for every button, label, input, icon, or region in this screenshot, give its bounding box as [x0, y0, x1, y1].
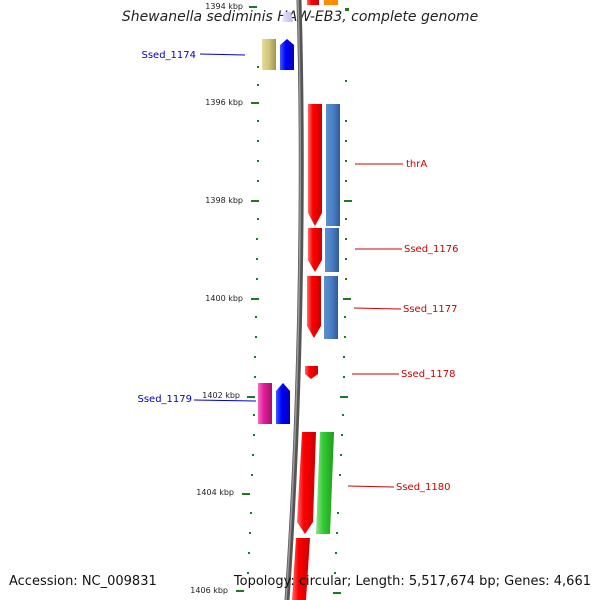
tick-marks-left [236, 6, 259, 592]
tick-label: 1398 kbp [205, 196, 243, 205]
orthology-block [316, 432, 334, 534]
orthology-block [325, 228, 339, 272]
orthology-block [262, 39, 276, 70]
gene-arrow [307, 0, 319, 5]
orthology-block [282, 12, 293, 22]
tick-label: 1400 kbp [205, 294, 243, 303]
tick-track-right [333, 8, 352, 594]
accession-text: Accession: NC_009831 [9, 574, 157, 589]
gene-arrow [276, 383, 290, 424]
gene-arrow [308, 228, 322, 272]
gene-arrow [280, 39, 294, 70]
gene-features [258, 0, 340, 600]
gene-label: Ssed_1179 [137, 394, 192, 405]
gene-arrow [292, 538, 310, 600]
gene-label: Ssed_1176 [404, 244, 459, 255]
tick-label: 1396 kbp [205, 98, 243, 107]
gene-arrow [297, 432, 316, 534]
genome-backbone [284, 0, 304, 600]
gene-arrow [305, 366, 318, 379]
tick-label: 1394 kbp [205, 2, 243, 11]
gene-arrow [307, 276, 321, 338]
tick-label: 1404 kbp [196, 488, 234, 497]
orthology-block [324, 276, 338, 339]
tick-label: 1402 kbp [202, 391, 240, 400]
orthology-block [326, 104, 340, 226]
gene-label: Ssed_1180 [396, 482, 451, 493]
tick-label: 1406 kbp [190, 586, 228, 595]
genome-summary-text: Topology: circular; Length: 5,517,674 bp… [233, 574, 591, 589]
gene-label-lines [193, 53, 403, 488]
orthology-block [324, 0, 338, 5]
genome-backbone-highlight [285, 0, 301, 600]
gene-label: Ssed_1178 [401, 369, 456, 380]
gene-arrow [308, 104, 322, 226]
orthology-block [258, 383, 272, 424]
gene-label: thrA [406, 159, 427, 170]
tick-track-left [247, 66, 259, 574]
gene-label: Ssed_1177 [403, 304, 458, 315]
gene-label: Ssed_1174 [141, 50, 196, 61]
